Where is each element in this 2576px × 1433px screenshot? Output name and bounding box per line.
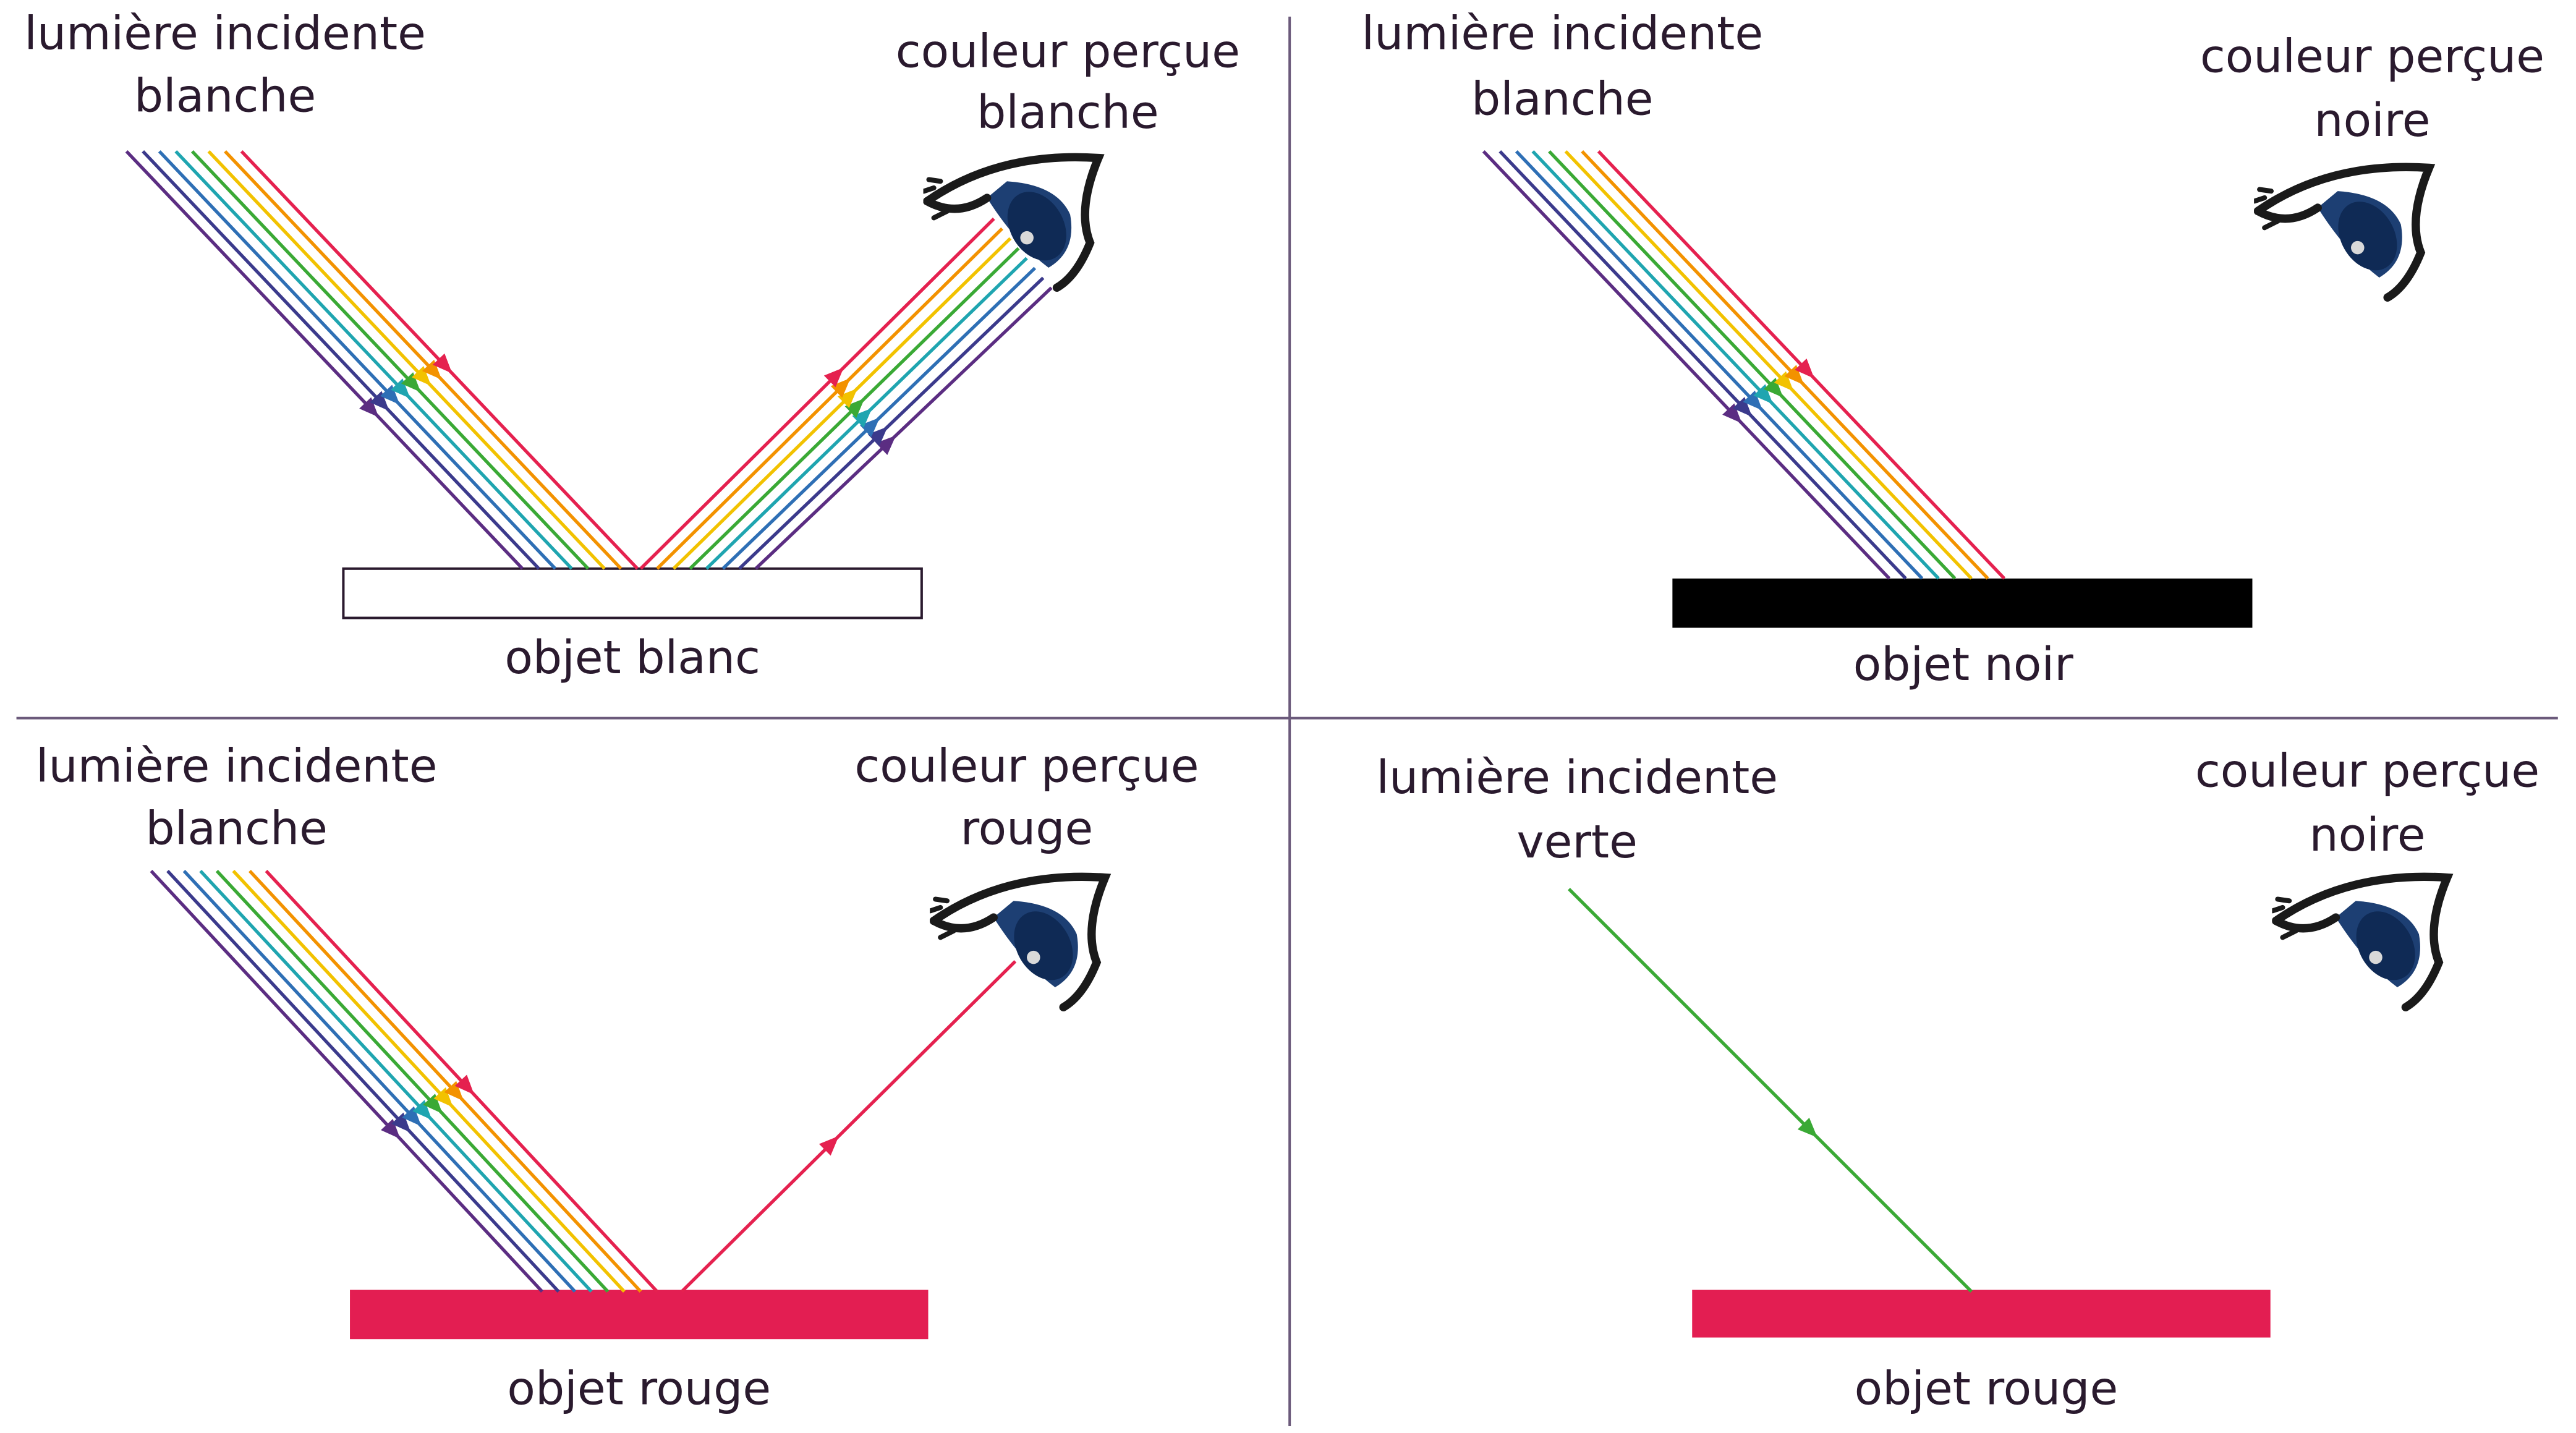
light-ray	[191, 150, 590, 570]
perceived-label: couleur perçue	[896, 25, 1240, 79]
light-ray	[224, 150, 623, 570]
ray-arrow	[1797, 1118, 1817, 1137]
eye	[2255, 167, 2429, 297]
light-ray	[1531, 150, 1940, 580]
red-object	[1692, 1290, 2271, 1338]
light-ray	[215, 869, 610, 1293]
light-ray	[1515, 150, 1924, 580]
object-label: objet rouge	[507, 1362, 771, 1416]
ray-arrow	[391, 1112, 411, 1133]
incident-label: lumière incidente	[1361, 6, 1763, 60]
incident-label: verte	[1517, 815, 1638, 869]
light-ray	[1568, 888, 1973, 1293]
ray-arrow	[844, 398, 865, 419]
light-ray	[1548, 150, 1957, 580]
ray-arrow	[401, 372, 421, 393]
object-label: objet rouge	[1855, 1362, 2119, 1416]
light-ray	[174, 150, 573, 570]
light-ray	[1581, 150, 1989, 580]
ray-arrow	[359, 397, 379, 417]
incident-label: blanche	[145, 802, 328, 856]
light-ray	[1482, 150, 1891, 580]
ray-arrow	[859, 417, 880, 438]
ray-arrow	[423, 1094, 443, 1114]
incident-label: blanche	[1471, 72, 1654, 126]
light-ray	[158, 150, 557, 570]
eye	[2272, 877, 2447, 1007]
light-ray	[1498, 150, 1907, 580]
ray-arrow	[402, 1106, 422, 1126]
incident-label: lumière incidente	[24, 6, 426, 60]
eye	[924, 157, 1098, 287]
ray-arrow	[830, 378, 851, 398]
light-ray	[142, 150, 540, 570]
object-label: objet noir	[1853, 637, 2073, 691]
light-ray	[232, 869, 626, 1293]
light-ray	[754, 286, 1053, 570]
light-ray	[207, 150, 606, 570]
light-ray	[639, 217, 995, 570]
object-label: objet blanc	[504, 631, 760, 684]
incident-label: lumière incidente	[1376, 751, 1778, 804]
light-ray	[150, 869, 543, 1293]
light-ray	[199, 869, 593, 1293]
light-ray	[125, 150, 524, 570]
ray-arrow	[412, 1100, 432, 1120]
incident-label: lumière incidente	[36, 739, 438, 793]
light-ray	[182, 869, 577, 1293]
ray-arrow	[444, 1081, 464, 1102]
perceived-label: couleur perçue	[2200, 29, 2544, 83]
ray-arrow	[1784, 365, 1804, 385]
ray-arrow	[370, 391, 389, 411]
ray-arrow	[433, 1087, 453, 1108]
ray-arrow	[1774, 371, 1794, 391]
ray-arrow	[454, 1074, 475, 1095]
perceived-label: couleur perçue	[2195, 744, 2540, 798]
perceived-label: noire	[2314, 93, 2430, 147]
ray-arrow	[876, 435, 896, 455]
ray-arrow	[411, 365, 431, 386]
perceived-label: noire	[2309, 808, 2425, 862]
light-ray	[672, 237, 1012, 570]
ray-arrow	[1743, 390, 1763, 411]
light-ray	[681, 960, 1017, 1293]
white-object	[342, 567, 923, 619]
black-object	[1672, 578, 2253, 628]
ray-arrow	[391, 378, 410, 399]
ray-arrow	[1764, 378, 1783, 398]
ray-arrow	[381, 1118, 401, 1139]
red-object	[350, 1290, 929, 1340]
perceived-label: couleur perçue	[854, 739, 1199, 793]
perceived-label: rouge	[961, 802, 1094, 856]
ray-arrow	[1732, 397, 1753, 417]
light-ray	[656, 227, 1003, 570]
incident-label: blanche	[134, 69, 317, 122]
ray-arrow	[1795, 358, 1814, 379]
light-ray	[166, 869, 560, 1293]
light-ray	[738, 276, 1045, 570]
ray-arrow	[867, 427, 888, 446]
ray-arrow	[1722, 403, 1742, 423]
ray-arrow	[837, 388, 857, 409]
ray-arrow	[432, 353, 453, 374]
ray-arrow	[852, 408, 872, 428]
ray-arrow	[422, 359, 442, 380]
ray-arrow	[380, 385, 400, 405]
ray-arrow	[1753, 384, 1773, 404]
eye	[930, 877, 1105, 1007]
light-ray	[1564, 150, 1973, 580]
perceived-label: blanche	[977, 85, 1159, 139]
ray-arrow	[818, 1136, 839, 1156]
light-ray	[248, 869, 642, 1293]
ray-arrow	[823, 367, 844, 388]
